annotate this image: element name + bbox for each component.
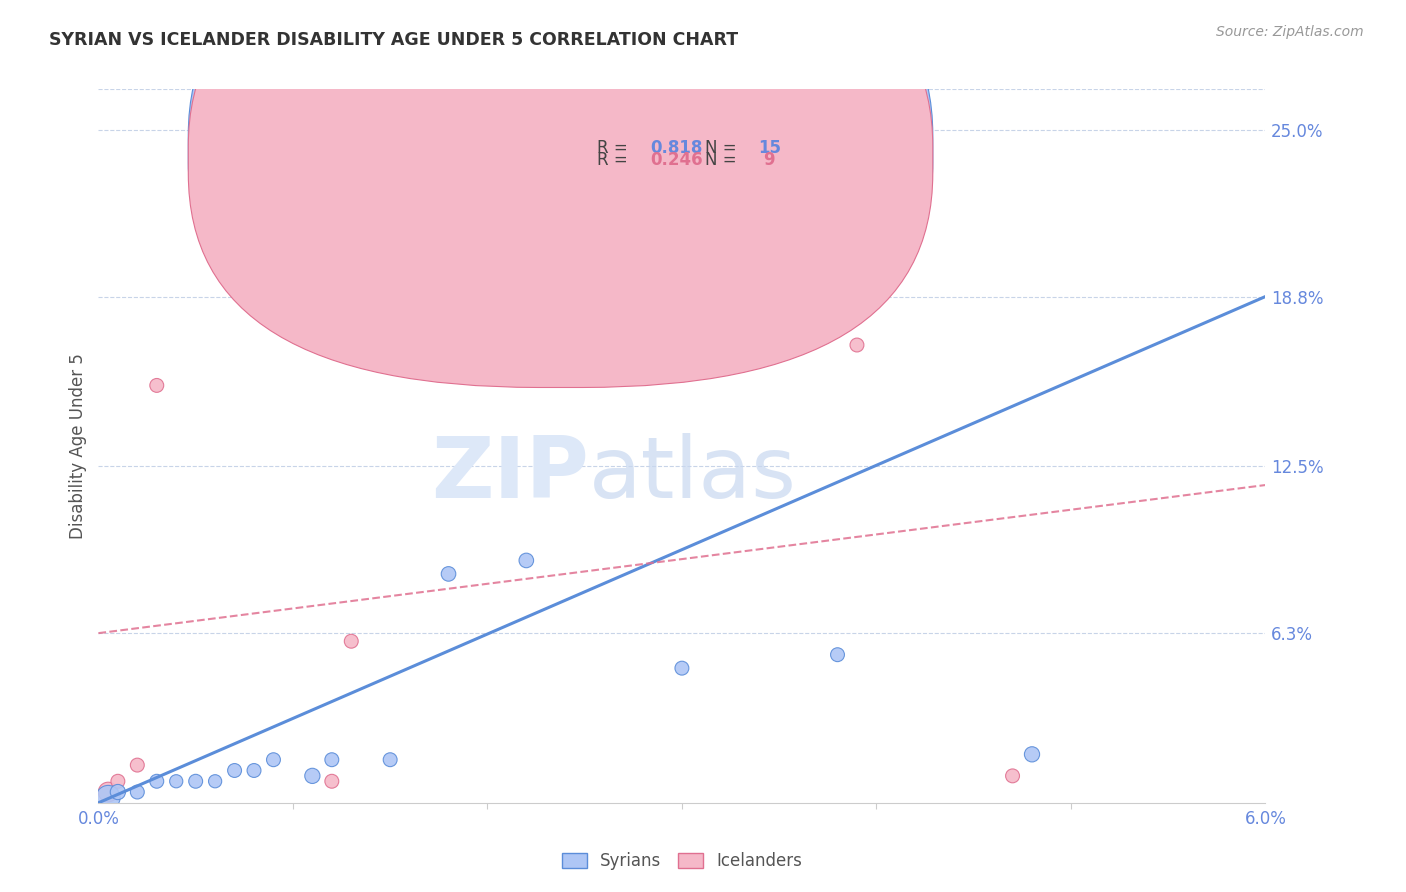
Text: atlas: atlas [589, 433, 797, 516]
Point [107, 785, 129, 799]
Text: R =: R = [596, 139, 633, 157]
FancyBboxPatch shape [524, 111, 834, 193]
Point [146, 378, 169, 392]
Legend: Syrians, Icelanders: Syrians, Icelanders [555, 846, 808, 877]
Point [827, 648, 849, 662]
Point [146, 774, 169, 789]
Point [107, 774, 129, 789]
Point [127, 785, 149, 799]
Text: N =: N = [706, 139, 742, 157]
Text: N =: N = [706, 151, 748, 169]
Point [127, 758, 149, 772]
Y-axis label: Disability Age Under 5: Disability Age Under 5 [69, 353, 87, 539]
Text: 0.246: 0.246 [651, 151, 703, 169]
Point [184, 774, 207, 789]
Point [301, 769, 323, 783]
Text: Source: ZipAtlas.com: Source: ZipAtlas.com [1216, 25, 1364, 39]
Point [437, 566, 460, 581]
Point [1021, 747, 1043, 762]
Text: 9: 9 [763, 151, 775, 169]
Point [1001, 769, 1024, 783]
Point [243, 764, 266, 778]
Point [262, 753, 284, 767]
Text: 0.818: 0.818 [651, 139, 703, 157]
Text: 15: 15 [758, 139, 780, 157]
Point [477, 351, 499, 366]
FancyBboxPatch shape [188, 0, 932, 376]
Point [224, 764, 246, 778]
FancyBboxPatch shape [188, 0, 932, 387]
Point [165, 774, 187, 789]
Point [378, 753, 402, 767]
Point [204, 774, 226, 789]
Point [846, 338, 869, 352]
Point [515, 553, 537, 567]
Point [340, 634, 363, 648]
Point [321, 753, 343, 767]
Point [321, 774, 343, 789]
Point [671, 661, 693, 675]
Point [97, 785, 120, 799]
Text: ZIP: ZIP [430, 433, 589, 516]
Text: SYRIAN VS ICELANDER DISABILITY AGE UNDER 5 CORRELATION CHART: SYRIAN VS ICELANDER DISABILITY AGE UNDER… [49, 31, 738, 49]
Text: R =: R = [596, 151, 633, 169]
Point [97, 790, 120, 805]
